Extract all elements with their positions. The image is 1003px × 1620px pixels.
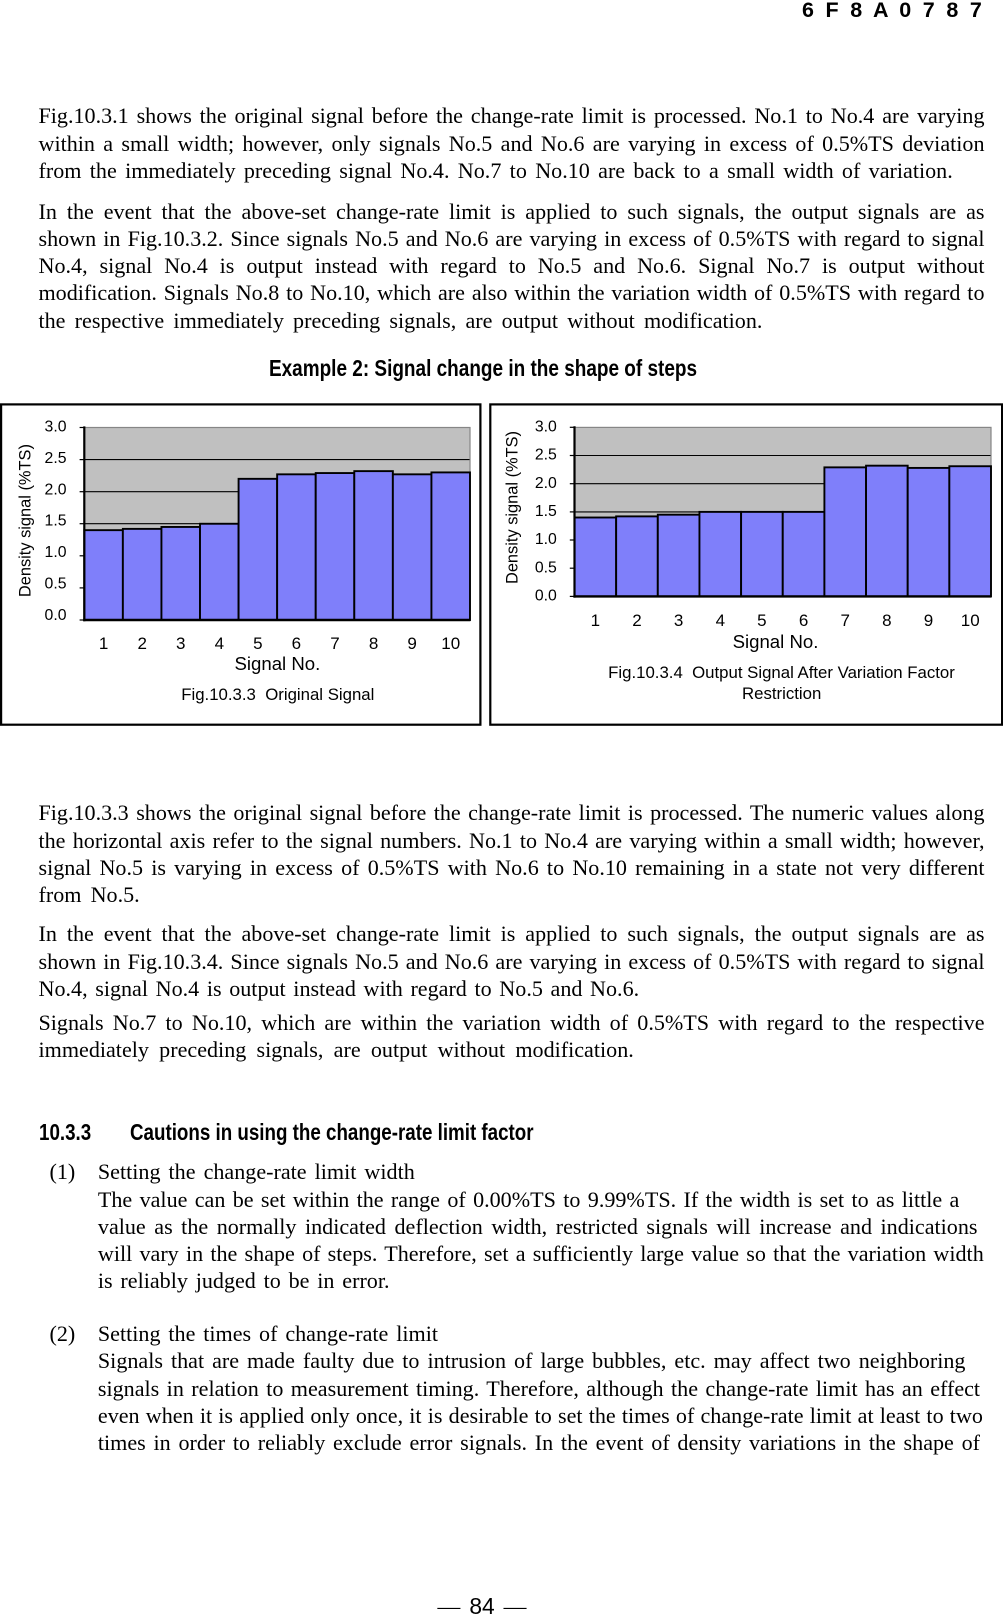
svg-text:0.0: 0.0	[535, 588, 557, 605]
svg-text:Restriction: Restriction	[742, 684, 821, 703]
svg-text:1.5: 1.5	[45, 513, 67, 530]
svg-text:2: 2	[632, 611, 641, 630]
svg-text:Signal No.: Signal No.	[235, 653, 321, 674]
svg-text:Fig.10.3.4 Output Signal Afte: Fig.10.3.4 Output Signal After Variation…	[608, 663, 955, 682]
svg-text:9: 9	[924, 611, 933, 630]
svg-text:3: 3	[674, 611, 683, 630]
svg-text:2: 2	[137, 634, 146, 653]
svg-text:5: 5	[253, 634, 262, 653]
svg-text:9: 9	[407, 634, 416, 653]
svg-text:4: 4	[716, 611, 725, 630]
svg-text:0.5: 0.5	[535, 559, 557, 576]
svg-text:2.5: 2.5	[45, 450, 67, 467]
svg-text:8: 8	[369, 634, 378, 653]
svg-text:0.5: 0.5	[45, 576, 67, 593]
svg-text:10: 10	[961, 611, 980, 630]
svg-text:3.0: 3.0	[45, 419, 67, 436]
svg-text:1.5: 1.5	[535, 503, 557, 520]
svg-text:6: 6	[292, 634, 301, 653]
svg-text:Signal No.: Signal No.	[733, 631, 819, 652]
svg-text:2.0: 2.0	[535, 475, 557, 492]
svg-text:5: 5	[757, 611, 766, 630]
svg-text:Fig.10.3.3 Original Signal: Fig.10.3.3 Original Signal	[181, 685, 374, 704]
svg-text:3.0: 3.0	[535, 419, 557, 436]
svg-text:Density signal (%TS): Density signal (%TS)	[504, 431, 522, 584]
svg-text:10: 10	[441, 634, 460, 653]
svg-text:4: 4	[215, 634, 224, 653]
svg-text:2.0: 2.0	[45, 481, 67, 498]
svg-text:0.0: 0.0	[45, 607, 67, 624]
svg-text:8: 8	[882, 611, 891, 630]
svg-text:1.0: 1.0	[535, 531, 557, 548]
svg-text:1: 1	[591, 611, 600, 630]
svg-text:7: 7	[840, 611, 849, 630]
svg-text:Density signal (%TS): Density signal (%TS)	[16, 444, 34, 597]
svg-text:6: 6	[799, 611, 808, 630]
svg-text:7: 7	[330, 634, 339, 653]
svg-text:1: 1	[99, 634, 108, 653]
svg-text:3: 3	[176, 634, 185, 653]
svg-text:2.5: 2.5	[535, 447, 557, 464]
svg-text:1.0: 1.0	[45, 544, 67, 561]
